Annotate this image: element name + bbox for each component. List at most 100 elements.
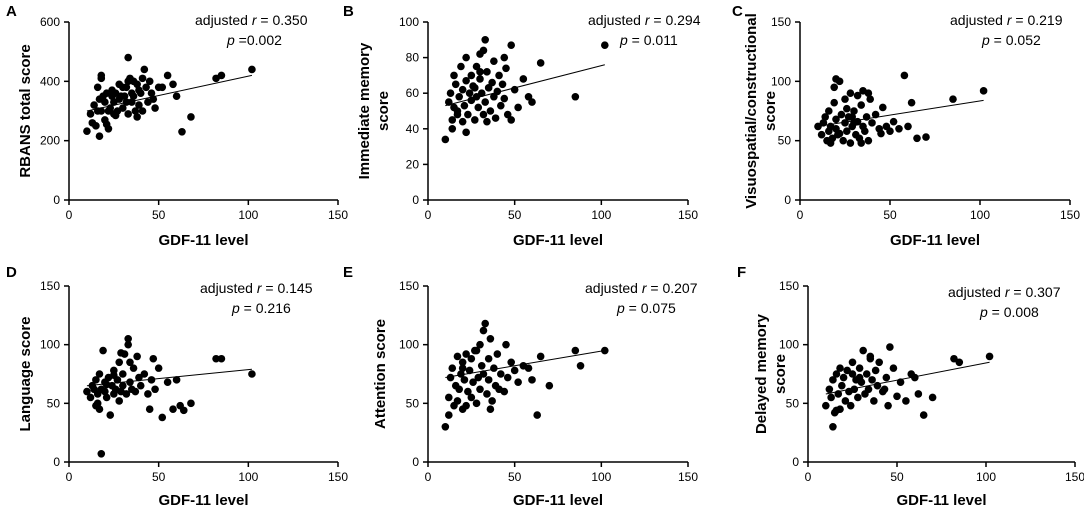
data-point bbox=[90, 101, 98, 109]
data-point bbox=[601, 346, 609, 355]
data-point bbox=[147, 89, 156, 97]
data-point bbox=[95, 370, 104, 378]
data-point bbox=[158, 413, 167, 422]
data-point bbox=[864, 136, 873, 145]
y-tick-label: 150 bbox=[399, 279, 419, 293]
x-axis-label: GDF-11 level bbox=[158, 492, 248, 509]
data-point bbox=[217, 71, 226, 80]
data-point bbox=[479, 370, 488, 378]
data-point bbox=[500, 53, 509, 62]
data-point bbox=[460, 101, 469, 110]
data-point bbox=[102, 380, 111, 389]
data-point bbox=[814, 122, 822, 131]
data-point bbox=[839, 136, 847, 145]
x-tick-label: 0 bbox=[805, 470, 812, 484]
data-point bbox=[841, 95, 849, 103]
data-point bbox=[136, 381, 145, 390]
data-point bbox=[151, 385, 159, 394]
data-point bbox=[825, 107, 833, 115]
data-point bbox=[479, 326, 488, 335]
data-point bbox=[133, 352, 141, 361]
data-point bbox=[490, 364, 498, 372]
data-point bbox=[862, 113, 871, 121]
data-point bbox=[490, 57, 498, 65]
data-point bbox=[124, 335, 132, 343]
data-point bbox=[178, 127, 186, 136]
data-point bbox=[462, 350, 470, 358]
data-point bbox=[880, 385, 889, 394]
data-point bbox=[151, 104, 159, 112]
stat-p-line: p = 0.052 bbox=[981, 32, 1041, 48]
data-point bbox=[163, 71, 172, 80]
data-point bbox=[448, 125, 457, 133]
data-point bbox=[122, 83, 131, 92]
data-point bbox=[95, 132, 104, 141]
data-point bbox=[465, 366, 474, 375]
data-point bbox=[83, 387, 91, 396]
data-point bbox=[533, 411, 541, 419]
x-tick-label: 50 bbox=[152, 470, 166, 484]
data-point bbox=[488, 397, 496, 405]
data-point bbox=[451, 80, 460, 89]
data-point bbox=[855, 373, 864, 382]
data-point bbox=[477, 361, 486, 370]
data-point bbox=[140, 370, 149, 378]
data-point bbox=[834, 390, 843, 398]
data-point bbox=[126, 378, 134, 387]
data-point bbox=[524, 364, 533, 372]
data-point bbox=[445, 411, 453, 419]
data-point bbox=[843, 366, 851, 375]
data-point bbox=[453, 352, 462, 361]
data-point bbox=[843, 104, 851, 113]
data-point bbox=[179, 406, 188, 415]
panel-e: E 0 50 100 150 0 50 100 150 GDF-11 level Attention… bbox=[343, 264, 698, 509]
y-tick-label: 20 bbox=[406, 157, 420, 171]
data-point bbox=[169, 405, 177, 414]
data-point bbox=[119, 370, 127, 378]
stat-p-line: p = 0.008 bbox=[979, 304, 1039, 320]
data-point bbox=[455, 385, 464, 394]
data-point bbox=[86, 110, 95, 118]
data-point bbox=[495, 71, 503, 80]
data-point bbox=[486, 405, 495, 414]
data-point bbox=[843, 127, 851, 135]
data-point bbox=[119, 381, 127, 390]
data-point bbox=[827, 393, 835, 402]
stat-r-line: adjusted r = 0.307 bbox=[948, 284, 1061, 300]
data-point bbox=[457, 62, 465, 71]
data-point bbox=[486, 107, 495, 115]
data-point bbox=[111, 111, 120, 120]
x-axis-label: GDF-11 level bbox=[513, 492, 603, 509]
x-tick-label: 100 bbox=[238, 208, 258, 222]
data-point bbox=[120, 92, 129, 100]
x-tick-label: 100 bbox=[238, 470, 258, 484]
data-point bbox=[889, 117, 898, 126]
x-axis-label: GDF-11 level bbox=[158, 232, 248, 249]
y-axis-label: Visuospatial/constructional score bbox=[743, 13, 779, 209]
x-tick-label: 50 bbox=[508, 470, 522, 484]
data-point bbox=[913, 134, 921, 143]
data-point bbox=[886, 343, 894, 351]
stat-p-line: p = 0.216 bbox=[231, 300, 291, 316]
data-point bbox=[129, 92, 138, 100]
data-point bbox=[950, 354, 958, 363]
data-point bbox=[919, 411, 928, 419]
data-point bbox=[857, 139, 865, 147]
data-point bbox=[536, 59, 545, 67]
data-point bbox=[138, 74, 147, 83]
data-point bbox=[497, 370, 505, 378]
data-point bbox=[106, 104, 115, 112]
data-point bbox=[483, 390, 491, 398]
x-tick-label: 150 bbox=[328, 208, 348, 222]
data-point bbox=[857, 101, 865, 109]
data-point bbox=[985, 352, 994, 361]
data-point bbox=[147, 376, 156, 384]
x-tick-label: 150 bbox=[678, 208, 698, 222]
y-tick-label: 50 bbox=[406, 396, 420, 410]
data-point bbox=[453, 397, 462, 405]
data-point bbox=[495, 385, 503, 394]
data-point bbox=[861, 127, 869, 135]
data-point bbox=[514, 103, 522, 112]
data-point bbox=[875, 358, 883, 367]
data-point bbox=[97, 449, 106, 458]
